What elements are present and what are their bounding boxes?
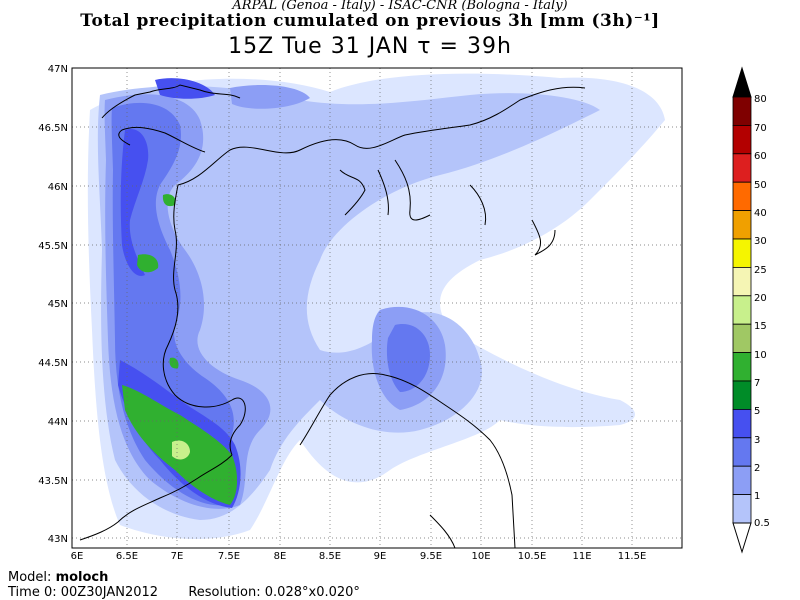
precip-field: [87, 73, 666, 540]
graticule: [72, 68, 682, 548]
plot-title: Total precipitation cumulated on previou…: [80, 11, 660, 31]
colorbar-label: 70: [754, 123, 767, 134]
precip-7-10-area: [122, 194, 238, 505]
colorbar-segment: [732, 266, 752, 297]
time0-value: 00Z30JAN2012: [60, 585, 159, 600]
lat-label: 43N: [48, 534, 68, 545]
longitude-labels: 6E 6.5E 7E 7.5E 8E 8.5E 9E 9.5E 10E 10.5…: [71, 551, 647, 562]
map-panel: [71, 67, 683, 549]
lat-label: 47N: [48, 64, 68, 75]
colorbar-segment: [732, 352, 752, 382]
lon-label: 8.5E: [319, 551, 341, 562]
resolution-value: 0.028°x0.020°: [264, 585, 360, 600]
lon-label: 11E: [572, 551, 591, 562]
model-value: moloch: [55, 570, 109, 585]
lat-label: 44N: [48, 417, 68, 428]
colorbar: 80 70 60 50 40 30 25 20 15 10 7 5 3 2 1 …: [732, 66, 770, 554]
latitude-labels: 47N 46.5N 46N 45.5N 45N 44.5N 44N 43.5N …: [38, 64, 68, 545]
colorbar-segments: [732, 96, 752, 524]
colorbar-bottom-arrow: [732, 522, 752, 554]
lon-label: 9.5E: [420, 551, 442, 562]
valid-time-label: 15Z Tue 31 JAN τ = 39h: [228, 34, 512, 59]
colorbar-label: 25: [754, 265, 767, 276]
colorbar-label: 15: [754, 321, 767, 332]
lon-label: 10E: [471, 551, 490, 562]
lon-label: 7E: [171, 551, 184, 562]
coastlines: [79, 84, 586, 548]
colorbar-label: 5: [754, 406, 760, 417]
lon-label: 10.5E: [518, 551, 547, 562]
time0-label: Time 0:: [8, 585, 57, 600]
lat-label: 45.5N: [38, 241, 68, 252]
lon-label: 11.5E: [618, 551, 647, 562]
colorbar-segment: [732, 210, 752, 240]
precip-15-20-area: [172, 440, 190, 460]
time0-line: Time 0: 00Z30JAN2012 Resolution: 0.028°x…: [8, 585, 360, 600]
colorbar-segment: [732, 408, 752, 439]
lat-label: 43.5N: [38, 476, 68, 487]
colorbar-label: 40: [754, 208, 767, 219]
colorbar-segment: [732, 380, 752, 410]
colorbar-segment: [732, 125, 752, 155]
resolution-label: Resolution:: [188, 585, 261, 600]
map-frame: [71, 67, 683, 549]
colorbar-label: 60: [754, 151, 767, 162]
colorbar-label: 30: [754, 236, 767, 247]
lon-label: 7.5E: [218, 551, 240, 562]
colorbar-label: 0.5: [754, 518, 770, 529]
colorbar-segment: [732, 437, 752, 467]
colorbar-segment: [732, 153, 752, 183]
lat-label: 46N: [48, 182, 68, 193]
colorbar-top-arrow: [732, 66, 752, 98]
colorbar-label: 20: [754, 293, 767, 304]
lon-label: 6E: [71, 551, 84, 562]
lon-label: 9E: [374, 551, 387, 562]
colorbar-segment: [732, 465, 752, 496]
lat-label: 44.5N: [38, 358, 68, 369]
colorbar-segment: [732, 238, 752, 268]
lat-label: 45N: [48, 299, 68, 310]
model-line: Model: moloch: [8, 570, 108, 585]
lon-label: 6.5E: [116, 551, 138, 562]
colorbar-label: 2: [754, 463, 760, 474]
colorbar-label: 7: [754, 378, 760, 389]
colorbar-label: 1: [754, 491, 760, 502]
colorbar-label: 3: [754, 435, 760, 446]
institutions-header: ARPAL (Genoa - Italy) - ISAC-CNR (Bologn…: [232, 0, 568, 13]
colorbar-label: 80: [754, 94, 767, 105]
lon-label: 8E: [274, 551, 287, 562]
colorbar-segment: [732, 494, 752, 524]
colorbar-segment: [732, 323, 752, 354]
colorbar-segment: [732, 181, 752, 211]
colorbar-segment: [732, 295, 752, 325]
colorbar-label: 50: [754, 180, 767, 191]
model-label: Model:: [8, 570, 52, 585]
colorbar-segment: [732, 96, 752, 126]
colorbar-label: 10: [754, 350, 767, 361]
lat-label: 46.5N: [38, 123, 68, 134]
